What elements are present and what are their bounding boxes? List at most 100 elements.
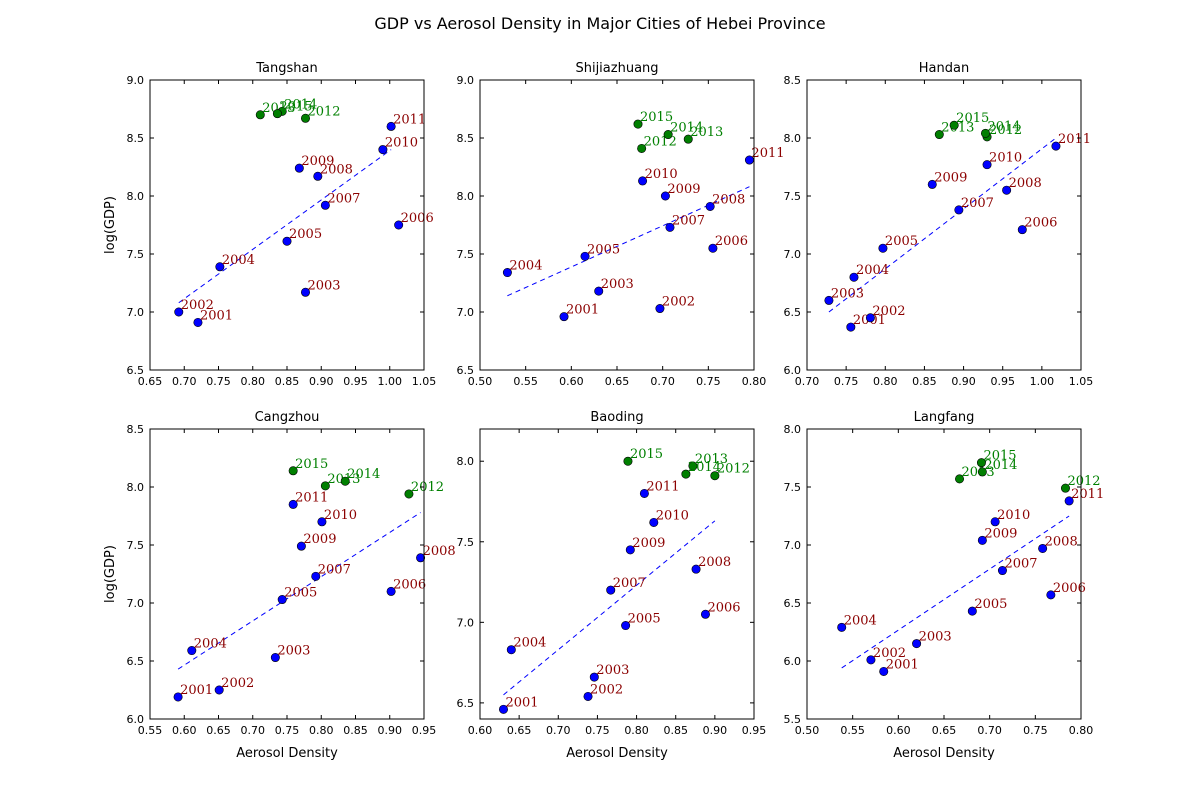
data-point bbox=[623, 456, 633, 466]
data-point bbox=[655, 304, 665, 314]
point-label: 2014 bbox=[284, 97, 317, 112]
point-label: 2007 bbox=[327, 191, 360, 206]
panel-cangzhou: Cangzhou 2001 2002 2003 2004 2005 2006 2007 2008… bbox=[103, 410, 456, 761]
point-label: 2015 bbox=[983, 449, 1016, 464]
x-tick-label: 1.00 bbox=[1030, 375, 1055, 388]
panel-title: Tangshan bbox=[255, 61, 317, 76]
data-point bbox=[340, 476, 350, 486]
point-label: 2006 bbox=[1024, 216, 1057, 231]
data-point bbox=[320, 481, 330, 491]
data-point bbox=[296, 541, 306, 551]
point-label: 2003 bbox=[307, 278, 340, 293]
y-axis-label: log(GDP) bbox=[103, 196, 118, 254]
point-label: 2011 bbox=[646, 479, 679, 494]
data-point bbox=[1064, 496, 1074, 506]
point-label: 2004 bbox=[194, 637, 227, 652]
data-point bbox=[282, 236, 292, 246]
x-tick-label: 0.50 bbox=[795, 724, 820, 737]
point-label: 2008 bbox=[320, 162, 353, 177]
point-label: 2007 bbox=[613, 576, 646, 591]
panels: Tangshan20012002200320042005200620072008… bbox=[103, 61, 1104, 761]
point-label: 2004 bbox=[844, 613, 877, 628]
data-point bbox=[980, 128, 990, 138]
panel-title: Baoding bbox=[590, 410, 643, 425]
point-label: 2004 bbox=[856, 263, 889, 278]
point-label: 2009 bbox=[984, 526, 1017, 541]
x-tick-label: 0.80 bbox=[873, 375, 898, 388]
point-label: 2005 bbox=[974, 597, 1007, 612]
y-tick-label: 7.5 bbox=[127, 539, 145, 552]
y-tick-label: 6.0 bbox=[784, 364, 802, 377]
data-point bbox=[320, 200, 330, 210]
x-tick-label: 0.95 bbox=[742, 724, 767, 737]
data-point bbox=[288, 499, 298, 509]
data-point bbox=[255, 110, 265, 120]
axes-frame bbox=[479, 428, 755, 720]
point-label: 2006 bbox=[1053, 581, 1086, 596]
data-point bbox=[506, 645, 516, 655]
y-tick-label: 7.0 bbox=[457, 616, 475, 629]
y-tick-label: 7.5 bbox=[784, 190, 802, 203]
x-tick-label: 0.75 bbox=[1023, 724, 1048, 737]
data-point bbox=[394, 220, 404, 230]
data-point bbox=[688, 461, 698, 471]
y-tick-label: 7.5 bbox=[457, 248, 475, 261]
data-point bbox=[705, 201, 715, 211]
data-point bbox=[927, 179, 937, 189]
data-point bbox=[691, 564, 701, 574]
x-tick-label: 0.90 bbox=[378, 724, 403, 737]
x-tick-label: 0.65 bbox=[206, 724, 231, 737]
data-point bbox=[1017, 225, 1027, 235]
y-tick-label: 8.5 bbox=[127, 132, 145, 145]
point-label: 2009 bbox=[301, 154, 334, 169]
x-tick-label: 1.05 bbox=[412, 375, 437, 388]
x-axis-label: Aerosol Density bbox=[893, 746, 995, 761]
point-label: 2005 bbox=[289, 227, 322, 242]
data-point bbox=[638, 176, 648, 186]
axes-frame bbox=[149, 79, 425, 371]
y-tick-label: 7.5 bbox=[457, 536, 475, 549]
point-label: 2015 bbox=[640, 110, 673, 125]
data-point bbox=[633, 119, 643, 129]
x-tick-label: 0.95 bbox=[990, 375, 1015, 388]
x-tick-label: 0.90 bbox=[703, 724, 728, 737]
y-tick-label: 8.0 bbox=[784, 132, 802, 145]
data-point bbox=[1060, 483, 1070, 493]
data-point bbox=[681, 469, 691, 479]
panel-title: Shijiazhuang bbox=[575, 61, 658, 76]
y-tick-label: 6.0 bbox=[784, 655, 802, 668]
point-label: 2014 bbox=[987, 119, 1020, 134]
data-point bbox=[649, 517, 659, 527]
point-label: 2015 bbox=[630, 447, 663, 462]
point-label: 2005 bbox=[628, 612, 661, 627]
figure-title: GDP vs Aerosol Density in Major Cities o… bbox=[374, 14, 825, 33]
point-label: 2007 bbox=[961, 196, 994, 211]
x-tick-label: 0.60 bbox=[886, 724, 911, 737]
data-point bbox=[288, 466, 298, 476]
data-point bbox=[416, 553, 426, 563]
y-tick-label: 6.0 bbox=[127, 713, 145, 726]
point-label: 2012 bbox=[411, 480, 444, 495]
data-point bbox=[502, 268, 512, 278]
point-label: 2003 bbox=[596, 663, 629, 678]
x-tick-label: 0.70 bbox=[650, 375, 675, 388]
x-tick-label: 0.80 bbox=[624, 724, 649, 737]
data-point bbox=[878, 243, 888, 253]
x-tick-label: 1.00 bbox=[378, 375, 403, 388]
data-point bbox=[277, 595, 287, 605]
data-point bbox=[954, 205, 964, 215]
point-label: 2011 bbox=[1058, 132, 1091, 147]
y-tick-label: 6.5 bbox=[127, 364, 145, 377]
x-tick-label: 0.55 bbox=[138, 724, 163, 737]
data-point bbox=[173, 692, 183, 702]
data-point bbox=[976, 458, 986, 468]
x-tick-label: 0.80 bbox=[241, 375, 266, 388]
point-label: 2011 bbox=[393, 112, 426, 127]
data-point bbox=[625, 545, 635, 555]
y-tick-label: 8.5 bbox=[127, 423, 145, 436]
y-tick-label: 7.5 bbox=[784, 481, 802, 494]
x-tick-label: 0.95 bbox=[343, 375, 368, 388]
data-point bbox=[404, 489, 414, 499]
x-tick-label: 0.60 bbox=[172, 724, 197, 737]
data-point bbox=[583, 691, 593, 701]
